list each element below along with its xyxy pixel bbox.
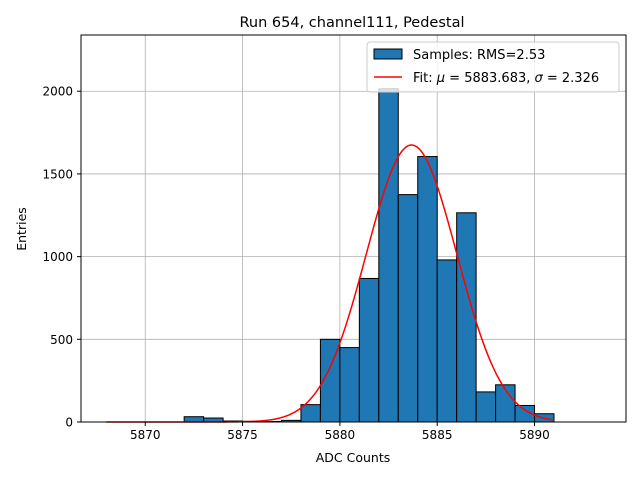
histogram-bar xyxy=(339,347,360,423)
y-tick-label: 0 xyxy=(65,416,73,430)
histogram-bar xyxy=(417,156,438,423)
x-axis-ticks: 5870 5875 5880 5885 5890 xyxy=(130,422,550,442)
legend-label-fit: Fit: μ = 5883.683, σ = 2.326 xyxy=(413,71,599,86)
y-axis-ticks: 0 500 1000 1500 2000 xyxy=(42,85,81,430)
x-tick-label: 5885 xyxy=(422,428,453,442)
histogram-bar xyxy=(436,259,458,423)
histogram-bar xyxy=(358,277,380,423)
y-tick-label: 1000 xyxy=(42,250,73,264)
legend-swatch-samples xyxy=(373,48,403,60)
y-tick-label: 500 xyxy=(50,333,73,347)
histogram-bar xyxy=(183,416,205,423)
legend-label-samples: Samples: RMS=2.53 xyxy=(413,48,545,63)
y-axis-label: Entries xyxy=(14,207,29,251)
histogram-bar xyxy=(475,391,497,423)
chart-title: Run 654, channel111, Pedestal xyxy=(239,15,464,31)
histogram-bar xyxy=(300,404,321,423)
plot-frame xyxy=(80,34,627,423)
x-tick-label: 5870 xyxy=(130,428,161,442)
x-axis-label: ADC Counts xyxy=(316,450,391,465)
x-tick-label: 5875 xyxy=(227,428,258,442)
histogram-bar xyxy=(397,194,419,423)
histogram-bar xyxy=(378,88,399,423)
y-tick-label: 1500 xyxy=(42,167,73,181)
legend-box xyxy=(366,41,620,93)
histogram-bar xyxy=(456,212,477,423)
x-tick-label: 5880 xyxy=(325,428,356,442)
x-tick-label: 5890 xyxy=(519,428,550,442)
legend: Samples: RMS=2.53 Fit: μ = 5883.683, σ =… xyxy=(366,41,620,93)
y-tick-label: 2000 xyxy=(42,85,73,99)
